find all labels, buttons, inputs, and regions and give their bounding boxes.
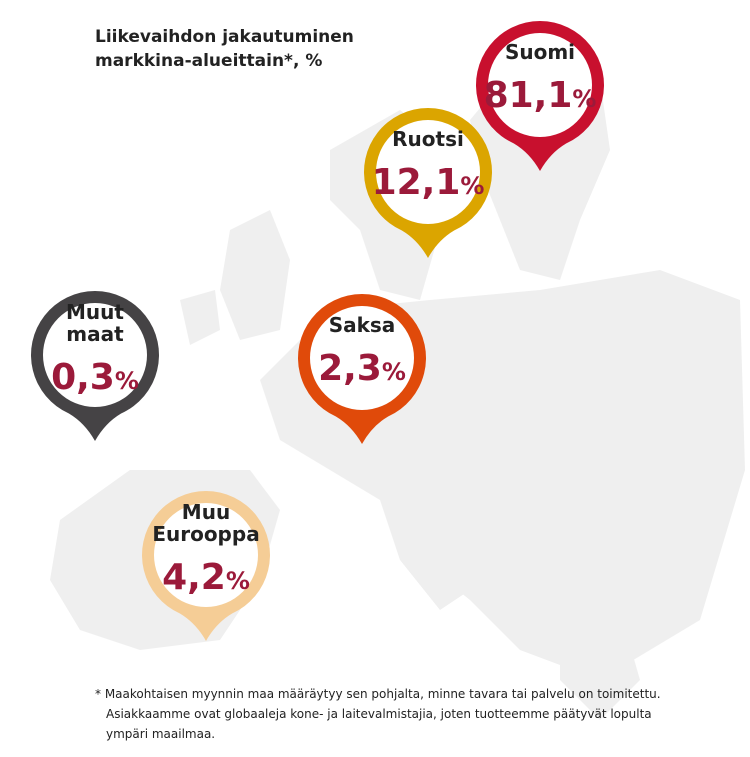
pin-inner	[376, 120, 480, 224]
pin-value-number: 2,3	[318, 348, 382, 389]
pin-inner	[310, 306, 414, 410]
footnote-line: ympäri maailmaa.	[106, 727, 215, 741]
pin-inner	[43, 303, 147, 407]
pin: Ruotsi 12,1%	[363, 108, 492, 258]
pin-value-number: 4,2	[162, 557, 226, 598]
pin-value: 0,3%	[51, 357, 139, 398]
pin-label: maat	[66, 322, 124, 346]
pin-label: Ruotsi	[392, 127, 464, 151]
title-line: Liikevaihdon jakautuminen	[95, 27, 354, 47]
pin: Saksa 2,3%	[297, 294, 426, 444]
pin-label: Saksa	[329, 313, 396, 337]
pin-value-number: 0,3	[51, 357, 115, 398]
footnote-line: * Maakohtaisen myynnin maa määräytyy sen…	[95, 687, 661, 701]
pin-value-number: 12,1	[372, 162, 461, 203]
pin-value: 81,1%	[484, 75, 597, 116]
pin-value: 4,2%	[162, 557, 250, 598]
pin-label: Muu	[182, 500, 230, 524]
pin-value: 2,3%	[318, 348, 406, 389]
pin-value-number: 81,1	[484, 75, 573, 116]
pin-value-unit: %	[572, 85, 596, 113]
pin-label: Eurooppa	[152, 522, 259, 546]
pin-value-unit: %	[115, 367, 139, 395]
footnote-line: Asiakkaamme ovat globaaleja kone- ja lai…	[106, 707, 652, 721]
pin-value-unit: %	[460, 172, 484, 200]
pin-label: Suomi	[505, 40, 575, 64]
pin: Suomi 81,1%	[475, 21, 604, 171]
pin-inner	[488, 33, 592, 137]
pin-value-unit: %	[382, 358, 406, 386]
pin-value: 12,1%	[372, 162, 485, 203]
pin-value-unit: %	[226, 567, 250, 595]
pin-label: Muut	[66, 300, 124, 324]
title-line: markkina-alueittain*, %	[95, 51, 322, 71]
pin-inner	[154, 503, 258, 607]
